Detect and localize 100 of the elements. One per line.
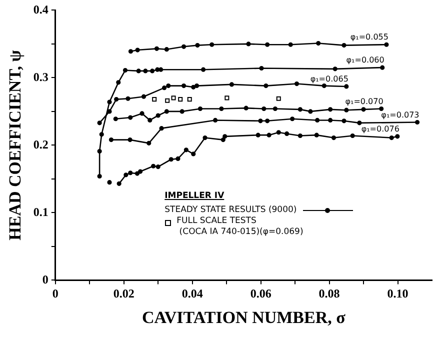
point <box>294 81 300 86</box>
y-axis-title: HEAD COEFFICIENT, ψ <box>6 50 25 240</box>
point <box>146 140 152 146</box>
point <box>136 68 141 74</box>
point <box>264 84 268 88</box>
point <box>331 135 336 140</box>
series-label: φ₁=0.060 <box>346 56 384 65</box>
point <box>116 181 122 186</box>
point <box>171 96 176 100</box>
point <box>314 132 319 138</box>
y-tick-label: 0.4 <box>33 2 48 16</box>
point <box>97 120 102 126</box>
x-axis-title: CAVITATION NUMBER, σ <box>142 308 346 328</box>
point <box>159 126 164 131</box>
point <box>222 134 228 139</box>
point <box>116 80 121 85</box>
point <box>259 66 264 71</box>
point <box>266 132 272 138</box>
point <box>328 107 333 112</box>
point <box>298 133 302 138</box>
point <box>122 68 128 73</box>
point <box>164 47 169 52</box>
point <box>262 106 266 112</box>
point <box>288 42 293 47</box>
y-tick-label: 0.1 <box>33 204 48 219</box>
point <box>176 156 180 161</box>
point <box>113 116 118 122</box>
point <box>166 84 171 88</box>
point <box>134 171 140 176</box>
point <box>276 96 281 101</box>
point <box>128 170 133 176</box>
point <box>124 172 128 178</box>
point <box>187 97 192 102</box>
point <box>107 180 112 185</box>
point <box>97 174 102 179</box>
point <box>156 113 160 118</box>
point <box>195 43 200 48</box>
point <box>328 118 333 123</box>
point <box>99 132 104 137</box>
point <box>316 40 321 46</box>
point <box>219 106 224 112</box>
point <box>276 130 281 135</box>
point <box>158 67 164 72</box>
point <box>108 138 114 142</box>
point <box>194 84 200 88</box>
point <box>395 134 400 139</box>
point <box>342 118 346 124</box>
y-tick-label: 0.2 <box>33 137 48 152</box>
point <box>180 109 184 114</box>
point <box>107 100 112 104</box>
point <box>135 48 140 52</box>
point <box>380 65 385 70</box>
point <box>298 107 302 112</box>
point <box>284 131 290 136</box>
point <box>212 118 218 123</box>
point <box>150 68 155 74</box>
point <box>138 169 143 174</box>
point <box>357 120 362 126</box>
point <box>128 49 134 54</box>
point <box>344 84 349 89</box>
y-tick-label: 0 <box>42 272 48 286</box>
series-label: φ₁=0.073 <box>381 110 420 120</box>
x-tick-label: 0.06 <box>250 286 272 300</box>
point <box>184 148 188 152</box>
point <box>210 42 214 47</box>
point <box>389 135 394 140</box>
point <box>229 82 234 87</box>
point <box>156 164 160 170</box>
point <box>165 98 170 103</box>
point <box>361 107 366 112</box>
point <box>350 133 355 138</box>
point <box>342 43 346 48</box>
y-tick-label: 0.3 <box>33 70 48 84</box>
point <box>384 42 389 47</box>
point <box>107 109 112 114</box>
point <box>154 46 160 51</box>
point <box>178 97 183 102</box>
series-label: φ₁=0.070 <box>345 96 384 106</box>
point <box>148 118 152 123</box>
point <box>322 84 326 88</box>
point <box>140 111 144 116</box>
x-tick-label: 0.08 <box>318 286 340 300</box>
point <box>265 118 270 124</box>
point <box>315 118 320 123</box>
annotation: STEADY STATE RESULTS (9000) <box>164 205 297 216</box>
point <box>152 97 157 102</box>
point <box>344 108 349 112</box>
legend-title: IMPELLER IV <box>164 191 226 202</box>
point <box>151 164 156 168</box>
point <box>191 84 196 90</box>
x-tick-label: 0.02 <box>113 286 134 300</box>
point <box>191 152 196 156</box>
point <box>143 68 148 74</box>
point <box>97 148 102 154</box>
point <box>244 106 248 110</box>
legend-label: FULL SCALE TESTS (COCA IA 740-015)(φ=0.069) <box>176 216 304 238</box>
point <box>220 138 226 142</box>
series-label: φ₁=0.055 <box>350 32 388 42</box>
point <box>246 42 251 46</box>
point <box>290 116 295 122</box>
